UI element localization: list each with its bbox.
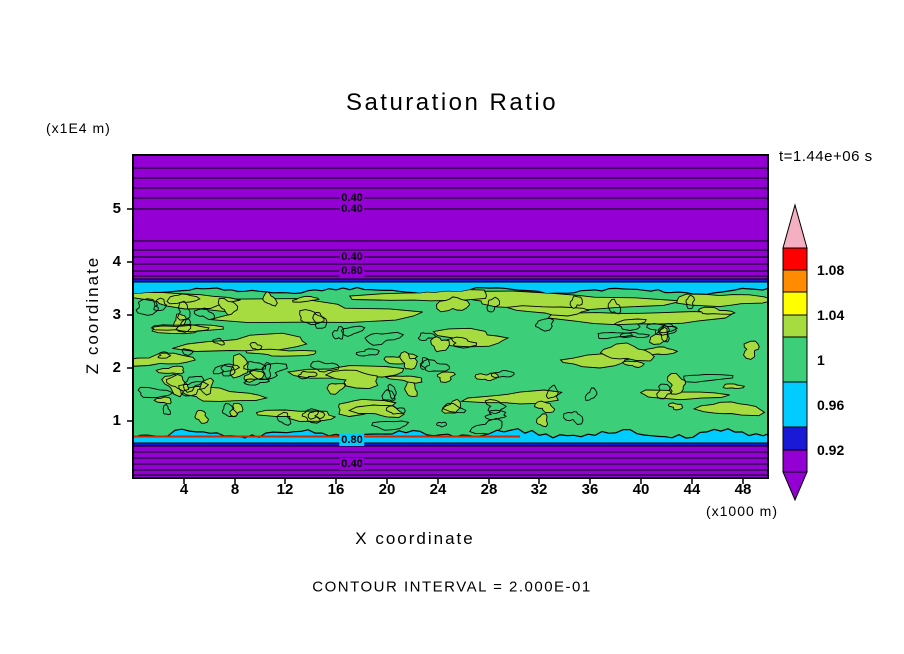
x-tick-label: 32	[530, 481, 548, 498]
contour-interval-note: CONTOUR INTERVAL = 2.000E-01	[312, 578, 592, 596]
band-top-blue	[133, 279, 768, 282]
contour-line-label: 0.40	[339, 192, 365, 204]
colorbar-segment-5	[782, 381, 808, 428]
colorbar-segment-3	[782, 314, 808, 338]
colorbar-tick-label: 1	[817, 352, 825, 368]
colorbar-segment-1	[782, 269, 808, 293]
time-annotation: t=1.44e+06 s	[779, 148, 873, 165]
y-tick-label: 3	[112, 306, 121, 323]
y-tick-label: 2	[112, 359, 121, 376]
colorbar-segment-7	[782, 449, 808, 473]
colorbar-segment-4	[782, 336, 808, 383]
x-tick-label: 16	[327, 481, 345, 498]
x-tick-label: 40	[632, 481, 650, 498]
x-tick-label: 8	[230, 481, 240, 498]
band-bottom-blue	[133, 443, 768, 446]
colorbar-tick-label: 1.04	[817, 307, 845, 323]
x-tick-label: 4	[179, 481, 189, 498]
contour-line-label: 0.80	[339, 265, 365, 277]
x-tick-label: 24	[429, 481, 447, 498]
y-tick-label: 5	[112, 200, 121, 217]
x-tick-label: 20	[378, 481, 396, 498]
horizontal-contour-lines	[133, 167, 768, 476]
colorbar-arrow-top	[782, 203, 808, 249]
colorbar-segment-2	[782, 291, 808, 316]
saturation-noise-field	[133, 288, 768, 435]
colorbar-tick-label: 0.92	[817, 442, 845, 458]
x-tick-label: 44	[683, 481, 701, 498]
x-axis-title: X coordinate	[355, 529, 475, 548]
x-tick-label: 36	[581, 481, 599, 498]
y-axis-unit-label: (x1E4 m)	[46, 120, 111, 136]
band-top-purple	[133, 155, 768, 279]
colorbar-tick-label: 1.08	[817, 262, 845, 278]
band-bottom-purple	[133, 446, 768, 478]
colorbar-segment-6	[782, 426, 808, 451]
colorbar-segment-0	[782, 247, 808, 271]
axis-tick-marks	[127, 208, 744, 484]
contour-line-label: 0.80	[339, 434, 365, 446]
y-tick-label: 1	[112, 412, 121, 429]
colorbar-tick-label: 0.96	[817, 397, 845, 413]
contour-line-label: 0.40	[339, 458, 365, 470]
contour-line-label: 0.40	[339, 251, 365, 263]
chart-title: Saturation Ratio	[345, 89, 559, 116]
x-axis-unit-label: (x1000 m)	[705, 503, 778, 519]
colorbar	[782, 203, 808, 502]
colorbar-arrow-bottom	[782, 471, 808, 502]
y-tick-label: 4	[112, 253, 121, 270]
plot-border	[132, 154, 769, 479]
x-tick-label: 12	[276, 481, 294, 498]
x-tick-label: 48	[734, 481, 752, 498]
contour-line-label: 0.40	[339, 203, 365, 215]
x-tick-label: 28	[480, 481, 498, 498]
